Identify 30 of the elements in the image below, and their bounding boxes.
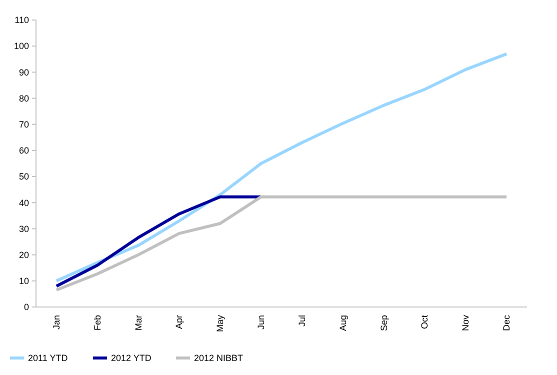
y-tick-label: 110 [14,15,29,26]
x-tick-label: Oct [420,314,430,330]
y-tick-label: 10 [18,276,29,286]
line-series [54,195,508,292]
x-tick-label: May [215,314,226,332]
x-tick-label: Jan [51,315,62,330]
y-tick-label: 100 [14,41,29,52]
x-tick-label: Jul [296,315,307,327]
y-tick-label: 70 [18,120,29,130]
legend-label: 2012 NIBBT [194,353,244,363]
legend-label: 2011 YTD [28,353,68,363]
legend-label: 2012 YTD [111,353,152,363]
y-tick-label: 20 [18,250,29,260]
y-tick-label: 60 [18,146,29,156]
x-tick-label: Nov [460,314,471,332]
y-tick-label: 0 [24,302,29,312]
line-series [54,52,508,282]
y-tick-label: 50 [18,172,29,182]
y-tick-label: 30 [18,224,29,234]
x-tick-label: Aug [338,315,348,332]
x-tick-label: Mar [133,315,144,330]
x-tick-label: Sep [378,315,389,332]
y-tick-label: 90 [18,67,29,78]
x-tick-label: Jun [256,315,266,330]
x-tick-label: Dec [502,314,512,332]
line-series [54,195,263,288]
x-tick-label: Apr [174,315,184,330]
y-tick-label: 40 [18,198,29,208]
y-tick-label: 80 [18,93,29,104]
x-tick-label: Feb [92,315,102,331]
